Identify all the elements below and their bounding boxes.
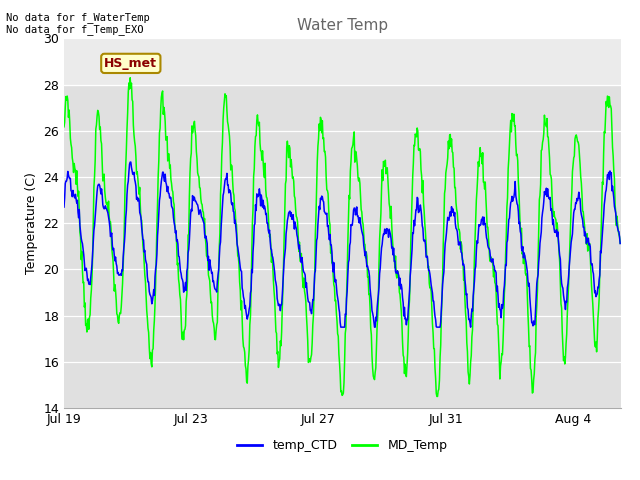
MD_Temp: [126, 75, 134, 81]
Bar: [64, 38, 621, 84]
Y-axis label: Temperature (C): Temperature (C): [25, 172, 38, 274]
MD_Temp: [616, 240, 624, 246]
Title: Water Temp: Water Temp: [297, 18, 388, 33]
MD_Temp: [433, 394, 441, 399]
MD_Temp: [60, 124, 68, 130]
Line: temp_CTD: temp_CTD: [64, 162, 620, 327]
MD_Temp: [231, 207, 239, 213]
Text: No data for f_WaterTemp
No data for f_Temp_EXO: No data for f_WaterTemp No data for f_Te…: [6, 12, 150, 36]
temp_CTD: [60, 204, 68, 210]
MD_Temp: [586, 253, 594, 259]
temp_CTD: [127, 159, 134, 165]
Legend: temp_CTD, MD_Temp: temp_CTD, MD_Temp: [232, 434, 452, 457]
MD_Temp: [331, 284, 339, 290]
Text: HS_met: HS_met: [104, 57, 157, 70]
MD_Temp: [549, 206, 557, 212]
Line: MD_Temp: MD_Temp: [64, 78, 620, 396]
temp_CTD: [231, 217, 239, 223]
temp_CTD: [616, 240, 624, 246]
temp_CTD: [275, 301, 283, 307]
temp_CTD: [331, 273, 339, 278]
MD_Temp: [275, 359, 283, 364]
temp_CTD: [549, 222, 557, 228]
MD_Temp: [389, 245, 397, 251]
temp_CTD: [390, 245, 397, 251]
temp_CTD: [337, 324, 345, 330]
temp_CTD: [586, 244, 594, 250]
